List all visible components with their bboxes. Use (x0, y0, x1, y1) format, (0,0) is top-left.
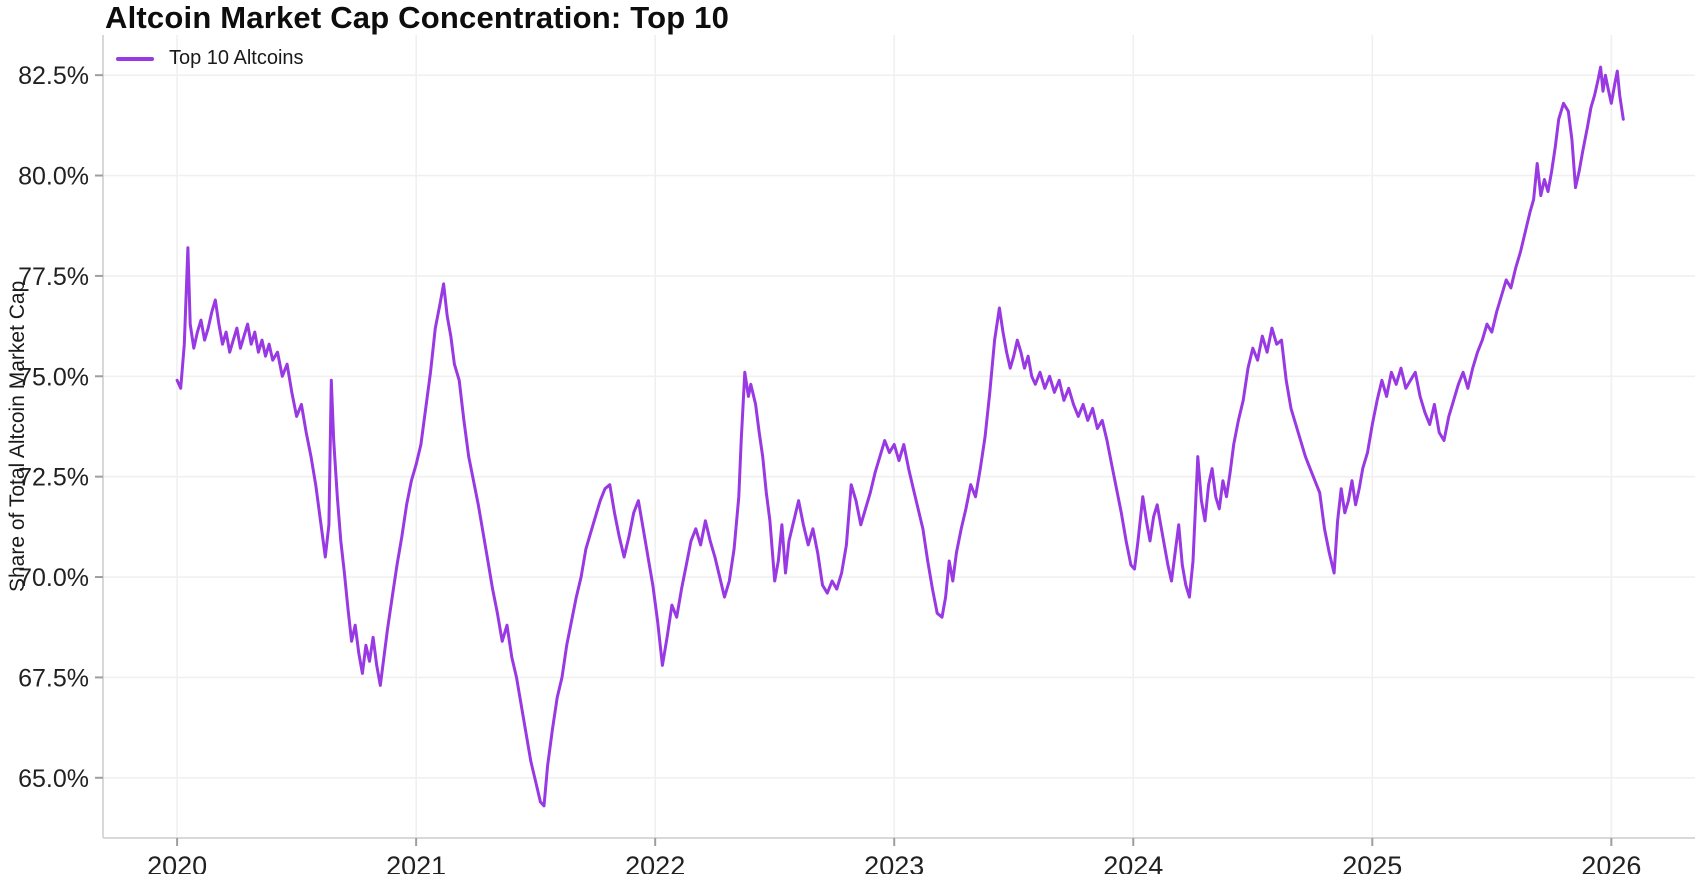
y-tick-label: 75.0% (18, 363, 89, 391)
y-tick-label: 65.0% (18, 765, 89, 793)
y-tick-label: 72.5% (18, 464, 89, 492)
x-tick-label: 2022 (625, 851, 685, 874)
x-tick-label: 2023 (864, 851, 924, 874)
legend: Top 10 Altcoins (116, 47, 304, 70)
x-tick-label: 2025 (1342, 851, 1402, 874)
y-axis-title: Share of Total Altcoin Market Cap (6, 280, 29, 592)
y-tick-label: 80.0% (18, 163, 89, 191)
y-tick-label: 70.0% (18, 564, 89, 592)
x-tick-label: 2020 (147, 851, 207, 874)
y-tick-label: 82.5% (18, 62, 89, 90)
y-tick-label: 77.5% (18, 263, 89, 291)
y-tick-label: 67.5% (18, 664, 89, 692)
x-tick-label: 2021 (386, 851, 446, 874)
x-tick-label: 2024 (1103, 851, 1163, 874)
legend-line-swatch (116, 56, 154, 61)
x-tick-label: 2026 (1581, 851, 1641, 874)
legend-label: Top 10 Altcoins (169, 47, 304, 69)
chart-title: Altcoin Market Cap Concentration: Top 10 (105, 0, 730, 35)
data-line-top10-altcoins (175, 65, 1625, 808)
